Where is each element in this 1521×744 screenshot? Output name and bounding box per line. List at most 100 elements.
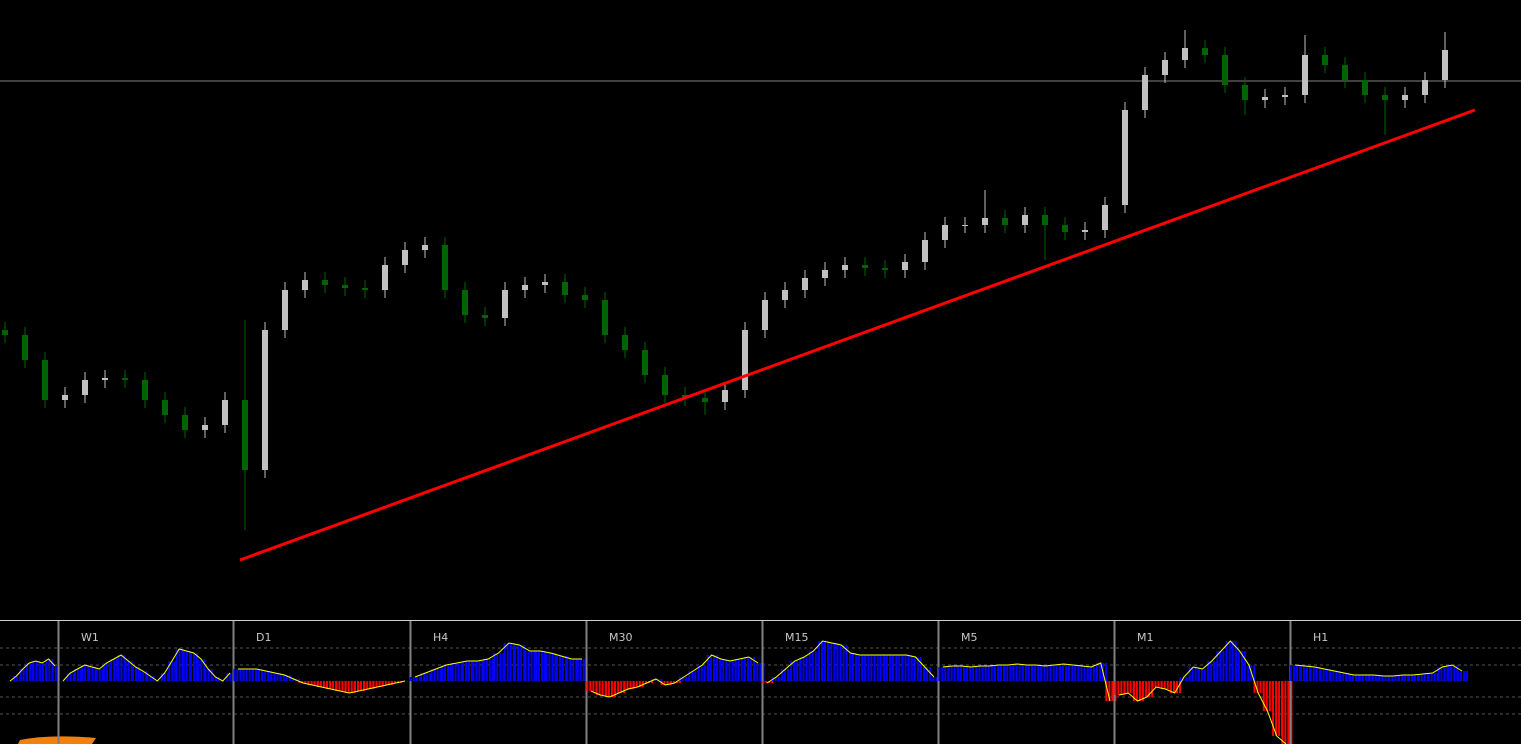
histogram-bar — [146, 676, 149, 681]
histogram-bar — [139, 671, 142, 681]
histogram-bar — [1284, 681, 1287, 744]
histogram-bar — [464, 661, 467, 681]
histogram-bar — [1068, 665, 1071, 681]
histogram-bar — [1388, 676, 1391, 681]
histogram-bar — [953, 666, 956, 681]
histogram-bar — [1305, 666, 1308, 681]
histogram-bar — [13, 676, 16, 681]
histogram-bar — [168, 661, 171, 681]
histogram-outline — [238, 668, 406, 694]
histogram-bar — [45, 659, 48, 681]
histogram-bar — [666, 681, 669, 685]
histogram-bar — [304, 681, 307, 683]
candle-body — [122, 378, 128, 380]
histogram-bar — [210, 669, 213, 681]
histogram-bar — [962, 666, 965, 681]
histogram-bar — [610, 681, 613, 697]
histogram-bar — [620, 681, 623, 693]
histogram-bar — [499, 653, 502, 681]
histogram-bar — [190, 653, 193, 681]
histogram-bar — [1275, 681, 1278, 736]
histogram-bar — [329, 681, 332, 689]
candle-body — [1002, 218, 1008, 225]
histogram-bar — [214, 677, 217, 681]
histogram-bar — [1329, 671, 1332, 681]
histogram-bar — [997, 665, 1000, 681]
histogram-bar — [1086, 667, 1089, 681]
histogram-bar — [642, 681, 645, 683]
histogram-bar — [1253, 665, 1256, 681]
histogram-bar — [969, 667, 972, 681]
histogram-bar — [956, 666, 959, 681]
histogram-bar — [409, 677, 412, 681]
histogram-bar — [332, 681, 335, 689]
histogram-bar — [660, 679, 663, 681]
histogram-bar — [527, 651, 530, 681]
histogram-bar — [802, 657, 805, 681]
histogram-bar — [632, 681, 635, 687]
histogram-bar — [48, 659, 51, 681]
histogram-bar — [586, 681, 589, 691]
histogram-bar — [1188, 667, 1191, 681]
histogram-bar — [236, 669, 239, 681]
histogram-bar — [503, 643, 506, 681]
candle-body — [182, 415, 188, 430]
histogram-bar — [279, 675, 282, 681]
histogram-bar — [298, 681, 301, 683]
histogram-bar — [1228, 641, 1231, 681]
histogram-bar — [29, 663, 32, 681]
histogram-bar — [1012, 664, 1015, 681]
histogram-bar — [1417, 674, 1420, 681]
histogram-bar — [981, 666, 984, 681]
histogram-bar — [73, 669, 76, 681]
candle-body — [582, 295, 588, 300]
histogram-bar — [1185, 677, 1188, 681]
histogram-bar — [454, 663, 457, 681]
histogram-bar — [920, 667, 923, 681]
histogram-bar — [288, 675, 291, 681]
histogram-bar — [1145, 681, 1148, 697]
candle-body — [482, 315, 488, 318]
histogram-bar — [1132, 681, 1135, 701]
histogram-bar — [127, 661, 130, 681]
histogram-bar — [759, 663, 762, 681]
candle-body — [882, 268, 888, 270]
histogram-bar — [697, 665, 700, 681]
histogram-bar — [418, 677, 421, 681]
timeframe-label: M1 — [1137, 631, 1154, 644]
histogram-bar — [1463, 671, 1466, 681]
histogram-bar — [81, 665, 84, 681]
histogram-bar — [204, 669, 207, 681]
histogram-bar — [412, 677, 415, 681]
histogram-bar — [579, 659, 582, 681]
histogram-bar — [193, 653, 196, 681]
histogram-bar — [682, 677, 685, 681]
histogram-bar — [731, 661, 734, 681]
histogram-bar — [1423, 674, 1426, 681]
histogram-bar — [391, 681, 394, 683]
histogram-bar — [1138, 681, 1141, 701]
histogram-bar — [651, 679, 654, 681]
histogram-bar — [582, 659, 585, 681]
histogram-bar — [861, 655, 864, 681]
histogram-bar — [110, 659, 113, 681]
histogram-bar — [450, 665, 453, 681]
histogram-bar — [285, 675, 288, 681]
histogram-bar — [1213, 661, 1216, 681]
histogram-bar — [703, 665, 706, 681]
histogram-bar — [1374, 675, 1377, 681]
timeframe-label: M5 — [961, 631, 978, 644]
candle-body — [602, 300, 608, 335]
histogram-bar — [1231, 641, 1234, 681]
histogram-bar — [538, 651, 541, 681]
histogram-bar — [750, 657, 753, 681]
histogram-bar — [1401, 675, 1404, 681]
histogram-bar — [88, 667, 91, 681]
histogram-bar — [1105, 681, 1108, 701]
histogram-bar — [84, 665, 87, 681]
histogram-bar — [1040, 666, 1043, 681]
histogram-bar — [1447, 665, 1450, 681]
histogram-bar — [1120, 681, 1123, 695]
histogram-bar — [626, 681, 629, 689]
